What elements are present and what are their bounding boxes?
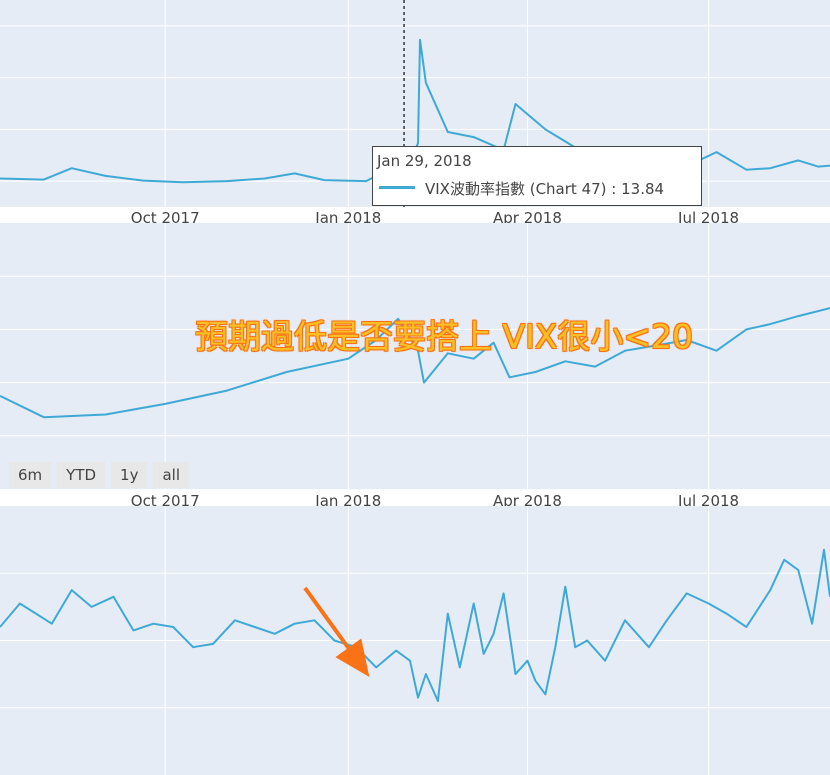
annotation-text: 預期過低是否要搭上 VIX很小<20 xyxy=(195,317,694,356)
range-selector: 6m YTD 1y all xyxy=(9,462,189,488)
index-chart xyxy=(0,223,830,489)
range-button-all[interactable]: all xyxy=(153,462,189,488)
x-tick-label: Oct 2017 xyxy=(130,492,200,510)
tooltip-value: 13.84 xyxy=(621,180,665,198)
tooltip-separator: : xyxy=(606,180,622,198)
vix-series-line xyxy=(0,38,830,184)
x-tick-label: Oct 2017 xyxy=(130,209,200,227)
x-tick-label: Jan 2018 xyxy=(315,492,382,510)
index-x-axis: Oct 2017 Jan 2018 Apr 2018 Jul 2018 xyxy=(0,490,830,510)
range-button-6m[interactable]: 6m xyxy=(9,462,52,488)
indicator-plot-area xyxy=(0,506,830,775)
tooltip-date: Jan 29, 2018 xyxy=(377,152,472,170)
x-tick-label: Jul 2018 xyxy=(678,492,740,510)
x-tick-label: Apr 2018 xyxy=(493,209,562,227)
x-tick-label: Apr 2018 xyxy=(493,492,562,510)
tooltip-series-label: VIX波動率指數 (Chart 47) xyxy=(425,180,607,198)
tooltip-series-swatch xyxy=(379,186,415,189)
range-button-1y[interactable]: 1y xyxy=(111,462,148,488)
index-series-line xyxy=(0,307,830,419)
x-tick-label: Jan 2018 xyxy=(315,209,382,227)
tooltip-series-value: VIX波動率指數 (Chart 47) : 13.84 xyxy=(425,178,664,199)
range-button-ytd[interactable]: YTD xyxy=(57,462,106,488)
indicator-chart xyxy=(0,506,830,775)
indicator-series-line xyxy=(0,548,830,702)
vix-x-axis: Oct 2017 Jan 2018 Apr 2018 Jul 2018 xyxy=(0,207,830,227)
annotation-arrow xyxy=(303,586,370,677)
x-tick-label: Jul 2018 xyxy=(678,209,740,227)
hover-tooltip: Jan 29, 2018 VIX波動率指數 (Chart 47) : 13.84 xyxy=(372,146,702,206)
index-plot-area xyxy=(0,223,830,489)
